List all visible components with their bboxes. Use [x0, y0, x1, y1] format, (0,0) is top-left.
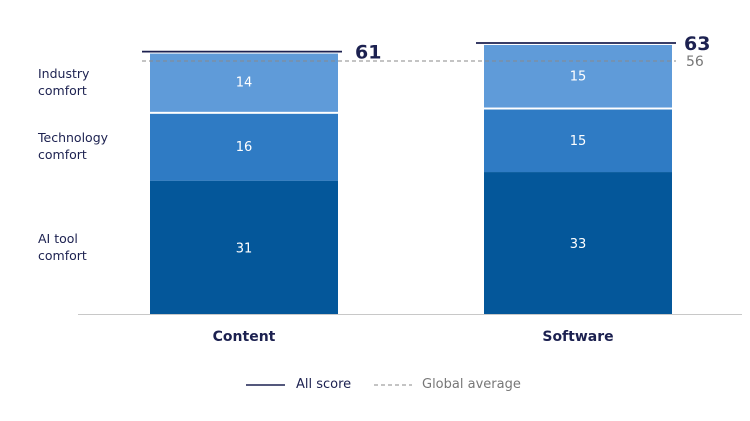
bar-segment	[150, 180, 338, 314]
row-label-ai-tool: AI tool comfort	[38, 231, 87, 263]
bar-segment	[484, 109, 672, 173]
data-label: 31	[236, 241, 253, 256]
row-label-technology: Technology comfort	[38, 130, 109, 162]
bar-segment	[484, 45, 672, 108]
bar-segment	[150, 113, 338, 181]
legend-all-score: All score	[296, 377, 352, 392]
legend-global-average: Global average	[422, 377, 521, 392]
data-label: 16	[236, 140, 253, 155]
global-average-label: 56	[686, 54, 704, 70]
data-label: 15	[570, 134, 587, 149]
category-label: Content	[213, 329, 276, 345]
data-label: 14	[236, 76, 253, 91]
bar-segment	[484, 172, 672, 314]
data-label: 33	[570, 237, 587, 252]
data-label: 15	[570, 69, 587, 84]
total-label: 63	[684, 33, 710, 55]
bar-segment	[150, 53, 338, 112]
category-label: Software	[542, 329, 613, 345]
total-label: 61	[355, 42, 381, 64]
row-label-industry: Industry comfort	[38, 66, 90, 98]
